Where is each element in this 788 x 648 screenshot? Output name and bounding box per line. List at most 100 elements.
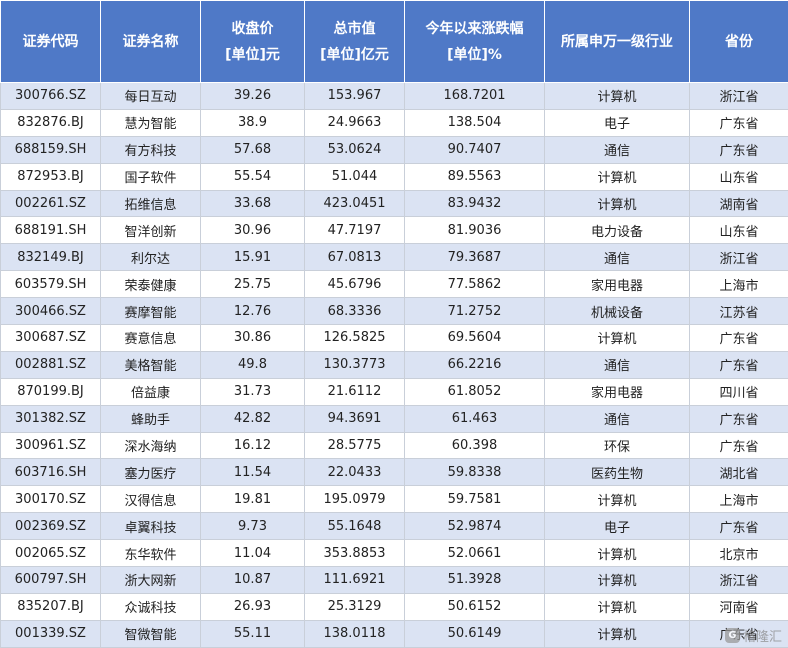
cell-name: 荣泰健康	[100, 270, 201, 299]
cell-market-cap: 21.6112	[304, 378, 405, 406]
cell-industry: 通信	[544, 243, 690, 272]
table-row: 832149.BJ 利尔达 15.91 67.0813 79.3687 通信 浙江省	[0, 243, 788, 272]
cell-close-price: 16.12	[200, 432, 305, 460]
cell-market-cap: 51.044	[304, 163, 405, 191]
table-row: 300766.SZ 每日互动 39.26 153.967 168.7201 计算机 浙江省	[0, 82, 788, 110]
cell-ytd-change: 61.8052	[404, 378, 545, 406]
cell-code: 870199.BJ	[0, 378, 101, 406]
cell-ytd-change: 83.9432	[404, 190, 545, 218]
cell-market-cap: 94.3691	[304, 405, 405, 433]
cell-province: 上海市	[689, 485, 788, 514]
cell-name: 卓翼科技	[100, 512, 201, 541]
cell-code: 301382.SZ	[0, 405, 101, 433]
cell-province: 浙江省	[689, 566, 788, 594]
cell-code: 832876.BJ	[0, 109, 101, 137]
cell-industry: 计算机	[544, 539, 690, 568]
cell-close-price: 38.9	[200, 109, 305, 137]
cell-ytd-change: 52.0661	[404, 539, 545, 568]
cell-code: 002881.SZ	[0, 351, 101, 379]
cell-name: 智洋创新	[100, 216, 201, 245]
header-label: 省份	[725, 33, 753, 50]
cell-name: 国子软件	[100, 163, 201, 191]
cell-code: 002065.SZ	[0, 539, 101, 568]
cell-name: 蜂助手	[100, 405, 201, 433]
cell-ytd-change: 52.9874	[404, 512, 545, 541]
cell-close-price: 30.96	[200, 216, 305, 245]
table-row: 603579.SH 荣泰健康 25.75 45.6796 77.5862 家用电器 上海市	[0, 270, 788, 299]
header-close-price: 收盘价 [单位]元	[200, 0, 305, 83]
cell-industry: 计算机	[544, 620, 690, 648]
cell-code: 603716.SH	[0, 458, 101, 487]
gelonghui-logo-icon: G	[724, 628, 740, 643]
cell-name: 倍益康	[100, 378, 201, 406]
cell-province: 山东省	[689, 216, 788, 245]
cell-close-price: 25.75	[200, 270, 305, 299]
cell-close-price: 19.81	[200, 485, 305, 514]
cell-close-price: 11.04	[200, 539, 305, 568]
cell-market-cap: 130.3773	[304, 351, 405, 379]
header-province: 省份	[689, 0, 788, 83]
cell-industry: 通信	[544, 351, 690, 379]
cell-ytd-change: 138.504	[404, 109, 545, 137]
cell-name: 深水海纳	[100, 432, 201, 460]
table-row: 835207.BJ 众诚科技 26.93 25.3129 50.6152 计算机 河南省	[0, 593, 788, 621]
cell-ytd-change: 69.5604	[404, 324, 545, 352]
cell-industry: 电子	[544, 512, 690, 541]
cell-industry: 计算机	[544, 324, 690, 352]
cell-ytd-change: 59.8338	[404, 458, 545, 487]
header-market-cap: 总市值 [单位]亿元	[304, 0, 405, 83]
cell-ytd-change: 59.7581	[404, 485, 545, 514]
table-row: 002881.SZ 美格智能 49.8 130.3773 66.2216 通信 广东省	[0, 351, 788, 379]
cell-ytd-change: 61.463	[404, 405, 545, 433]
cell-industry: 计算机	[544, 190, 690, 218]
cell-province: 广东省	[689, 109, 788, 137]
cell-market-cap: 68.3336	[304, 297, 405, 326]
cell-province: 广东省	[689, 136, 788, 164]
table-row: 600797.SH 浙大网新 10.87 111.6921 51.3928 计算机 浙江省	[0, 566, 788, 594]
cell-industry: 通信	[544, 405, 690, 433]
cell-close-price: 55.11	[200, 620, 305, 648]
cell-industry: 家用电器	[544, 378, 690, 406]
cell-close-price: 15.91	[200, 243, 305, 272]
cell-name: 浙大网新	[100, 566, 201, 594]
cell-close-price: 11.54	[200, 458, 305, 487]
cell-market-cap: 47.7197	[304, 216, 405, 245]
header-industry: 所属申万一级行业	[544, 0, 690, 83]
cell-industry: 通信	[544, 136, 690, 164]
cell-close-price: 57.68	[200, 136, 305, 164]
cell-market-cap: 353.8853	[304, 539, 405, 568]
cell-industry: 医药生物	[544, 458, 690, 487]
cell-close-price: 39.26	[200, 82, 305, 110]
cell-industry: 机械设备	[544, 297, 690, 326]
cell-ytd-change: 60.398	[404, 432, 545, 460]
header-unit: [单位]元	[225, 46, 280, 63]
cell-market-cap: 67.0813	[304, 243, 405, 272]
cell-code: 300766.SZ	[0, 82, 101, 110]
cell-ytd-change: 71.2752	[404, 297, 545, 326]
cell-name: 东华软件	[100, 539, 201, 568]
header-label: 总市值	[333, 20, 376, 37]
header-row: 证券代码 证券名称 收盘价 [单位]元 总市值 [单位]亿元 今年以来涨跌幅 [单位]% 所属申…	[0, 0, 788, 83]
cell-name: 汉得信息	[100, 485, 201, 514]
cell-market-cap: 24.9663	[304, 109, 405, 137]
cell-province: 河南省	[689, 593, 788, 621]
cell-code: 300170.SZ	[0, 485, 101, 514]
cell-province: 广东省	[689, 324, 788, 352]
cell-ytd-change: 89.5563	[404, 163, 545, 191]
header-label: 所属申万一级行业	[561, 33, 673, 50]
header-unit: [单位]亿元	[320, 46, 389, 63]
cell-province: 广东省	[689, 405, 788, 433]
cell-close-price: 55.54	[200, 163, 305, 191]
header-code: 证券代码	[0, 0, 101, 83]
cell-province: 山东省	[689, 163, 788, 191]
table-row: 870199.BJ 倍益康 31.73 21.6112 61.8052 家用电器 四川省	[0, 378, 788, 406]
cell-close-price: 12.76	[200, 297, 305, 326]
cell-code: 300466.SZ	[0, 297, 101, 326]
table-row: 603716.SH 塞力医疗 11.54 22.0433 59.8338 医药生物 湖北省	[0, 458, 788, 487]
cell-code: 688191.SH	[0, 216, 101, 245]
cell-province: 广东省	[689, 432, 788, 460]
cell-industry: 计算机	[544, 593, 690, 621]
cell-name: 拓维信息	[100, 190, 201, 218]
cell-ytd-change: 168.7201	[404, 82, 545, 110]
cell-industry: 计算机	[544, 163, 690, 191]
